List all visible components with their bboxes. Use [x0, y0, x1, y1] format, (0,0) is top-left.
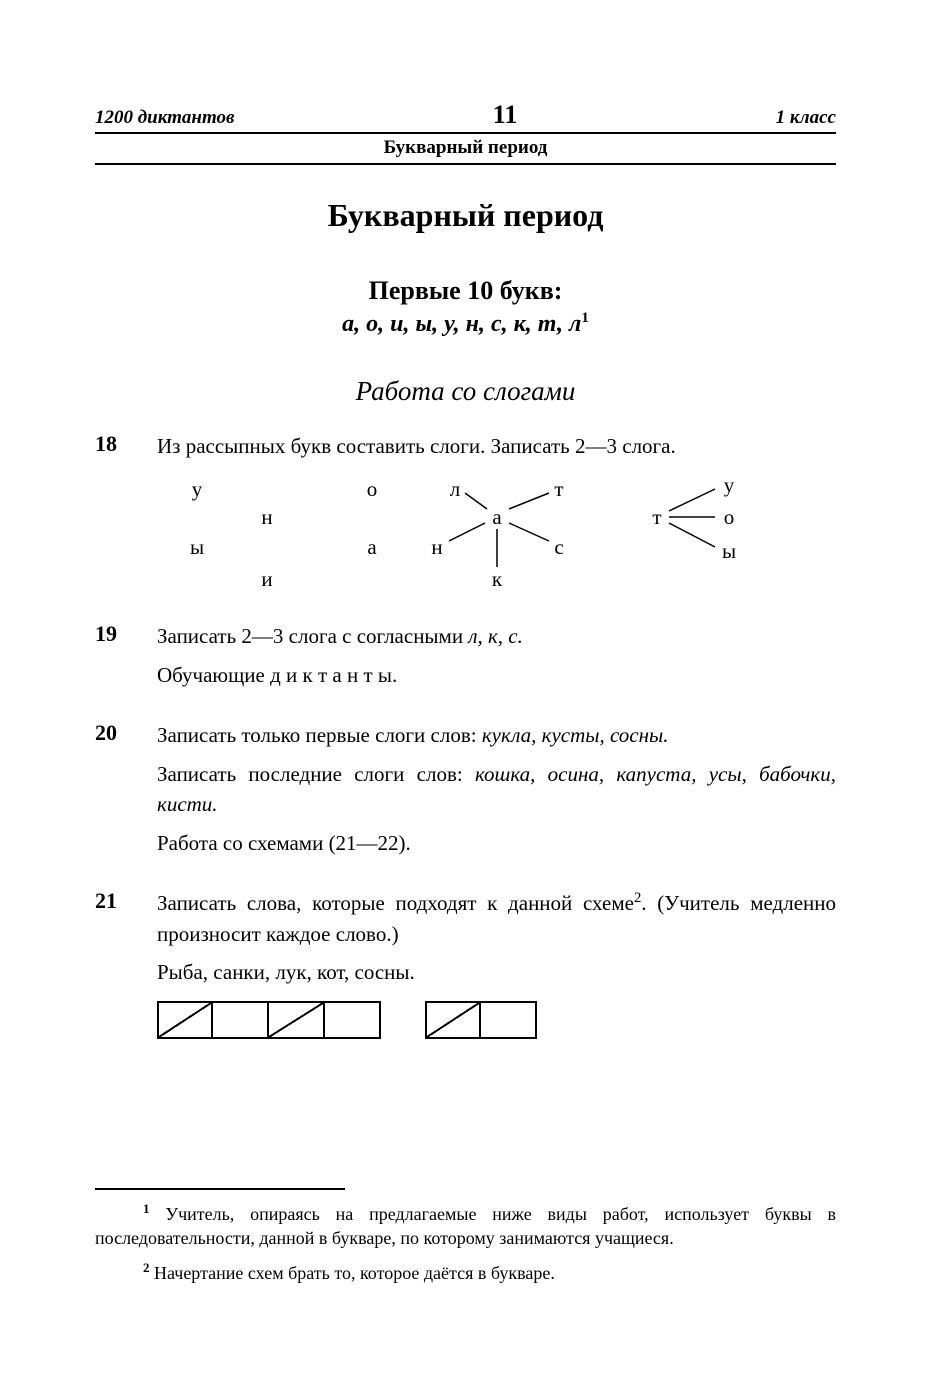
exercise-text: Обучающие д и к т а н т ы.: [157, 660, 836, 690]
exercise-body: Из рассыпных букв составить слоги. Запис…: [157, 431, 836, 599]
footnote: 2 Начертание схем брать то, которое даёт…: [95, 1259, 836, 1285]
scheme-cell: [481, 1001, 537, 1039]
footnotes: 1 Учитель, опираясь на предлагаемые ниже…: [95, 1188, 836, 1293]
scheme: [157, 1001, 381, 1039]
svg-text:о: о: [367, 477, 378, 501]
exercise-text: Записать слова, которые подходят к данно…: [157, 888, 836, 949]
svg-text:к: к: [492, 567, 503, 591]
exercise-19: 19 Записать 2—3 слога с согласными л, к,…: [95, 621, 836, 698]
exercise-20: 20 Записать только первые слоги слов: ку…: [95, 720, 836, 866]
letter-diagram: уныиоалнкатстуоы: [157, 471, 836, 591]
running-head: Букварный период: [95, 134, 836, 165]
svg-text:н: н: [431, 535, 442, 559]
page-number: 11: [493, 100, 518, 130]
scheme-cell: [325, 1001, 381, 1039]
exercise-body: Записать слова, которые подходят к данно…: [157, 888, 836, 1039]
scheme-cell: [269, 1001, 325, 1039]
exercise-number: 20: [95, 720, 157, 866]
page-header: 1200 диктантов 11 1 класс: [95, 100, 836, 134]
exercise-text: Из рассыпных букв составить слоги. Запис…: [157, 431, 836, 461]
header-right: 1 класс: [776, 107, 836, 129]
exercise-number: 18: [95, 431, 157, 599]
exercise-text: Записать только первые слоги слов: кукла…: [157, 720, 836, 750]
svg-text:ы: ы: [722, 539, 736, 563]
svg-text:л: л: [450, 477, 460, 501]
svg-text:т: т: [652, 505, 661, 529]
scheme-cell: [425, 1001, 481, 1039]
exercise-number: 19: [95, 621, 157, 698]
exercise-body: Записать только первые слоги слов: кукла…: [157, 720, 836, 866]
svg-text:с: с: [554, 535, 563, 559]
scheme: [425, 1001, 537, 1039]
letters-text: а, о, и, ы, у, н, с, к, т, л: [342, 311, 581, 337]
scheme-cell: [157, 1001, 213, 1039]
svg-text:а: а: [492, 505, 502, 529]
header-left: 1200 диктантов: [95, 107, 234, 129]
exercise-text: Работа со схемами (21—22).: [157, 828, 836, 858]
svg-text:н: н: [261, 505, 272, 529]
exercise-18: 18 Из рассыпных букв составить слоги. За…: [95, 431, 836, 599]
page-title: Букварный период: [95, 197, 836, 234]
scheme-row: [157, 1001, 836, 1039]
exercise-21: 21 Записать слова, которые подходят к да…: [95, 888, 836, 1039]
svg-text:т: т: [554, 477, 563, 501]
svg-text:а: а: [367, 535, 377, 559]
diagram-svg: уныиоалнкатстуоы: [157, 471, 767, 591]
svg-text:ы: ы: [190, 535, 204, 559]
scheme-cell: [213, 1001, 269, 1039]
svg-text:о: о: [724, 505, 735, 529]
footnote-ref-1: 1: [581, 310, 589, 326]
exercise-text: Записать последние слоги слов: кошка, ос…: [157, 759, 836, 820]
letters-list: а, о, и, ы, у, н, с, к, т, л1: [95, 310, 836, 338]
svg-text:у: у: [724, 473, 735, 497]
section-subtitle: Первые 10 букв:: [95, 276, 836, 306]
exercise-number: 21: [95, 888, 157, 1039]
svg-text:и: и: [261, 567, 272, 591]
svg-text:у: у: [192, 477, 203, 501]
exercise-body: Записать 2—3 слога с согласными л, к, с.…: [157, 621, 836, 698]
section-heading: Работа со слогами: [95, 376, 836, 407]
exercise-text: Записать 2—3 слога с согласными л, к, с.: [157, 621, 836, 651]
footnote-rule: [95, 1188, 345, 1190]
footnote: 1 Учитель, опираясь на предлагаемые ниже…: [95, 1200, 836, 1251]
exercise-words: Рыба, санки, лук, кот, сосны.: [157, 957, 836, 987]
